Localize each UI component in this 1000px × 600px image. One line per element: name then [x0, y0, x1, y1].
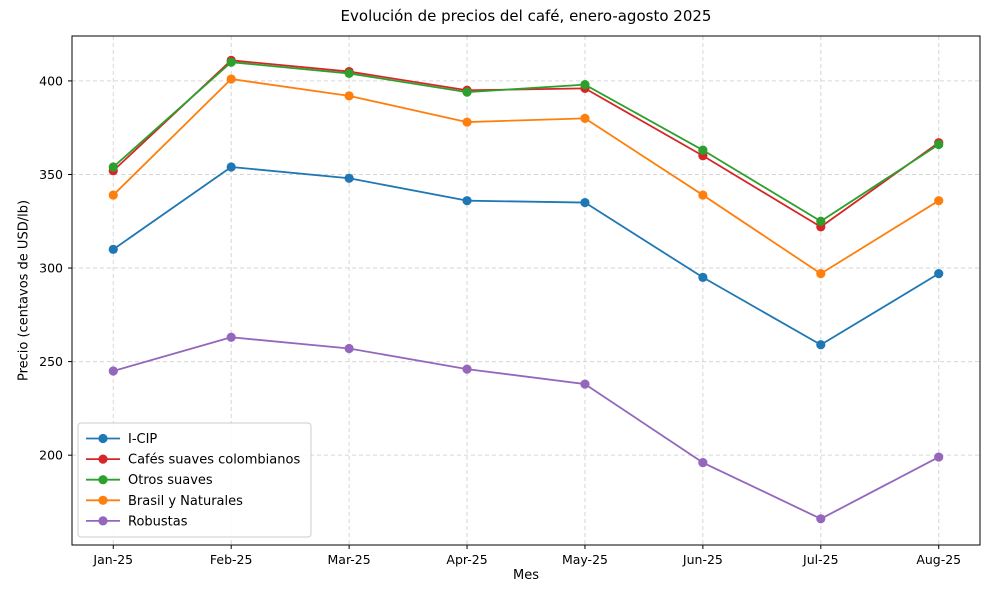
data-point-Brasil y Naturales-Mar-25	[344, 91, 354, 101]
legend-marker-Robustas	[98, 516, 108, 526]
data-point-Robustas-Jan-25	[108, 366, 118, 376]
x-tick-label-Aug-25: Aug-25	[916, 552, 961, 567]
data-point-Otros suaves-Feb-25	[226, 57, 236, 67]
data-point-Otros suaves-Mar-25	[344, 68, 354, 79]
legend-marker-Otros suaves	[98, 475, 108, 485]
data-point-Brasil y Naturales-Aug-25	[934, 196, 944, 206]
series-line-Otros suaves	[112, 61, 940, 223]
data-point-I-CIP-Aug-25	[934, 269, 944, 279]
y-tick-label-200: 200	[39, 448, 63, 463]
x-axis-label: Mes	[513, 568, 539, 583]
data-point-Otros suaves-May-25	[580, 80, 590, 90]
legend-label-Robustas: Robustas	[128, 514, 188, 529]
y-tick-label-250: 250	[39, 354, 63, 369]
data-point-Robustas-Aug-25	[934, 452, 944, 462]
data-point-I-CIP-May-25	[580, 197, 590, 208]
series-line-I-CIP	[112, 166, 940, 346]
data-point-Otros suaves-Jan-25	[108, 162, 118, 172]
data-point-Robustas-Jun-25	[698, 458, 708, 468]
data-point-Otros suaves-Jul-25	[816, 216, 826, 226]
data-point-Otros suaves-Aug-25	[934, 139, 944, 150]
data-point-Brasil y Naturales-Jun-25	[698, 190, 708, 200]
data-point-Robustas-Apr-25	[462, 364, 472, 374]
data-point-Robustas-Mar-25	[344, 343, 354, 354]
data-point-Robustas-Feb-25	[226, 332, 236, 342]
x-tick-label-Mar-25: Mar-25	[328, 552, 371, 567]
data-point-Brasil y Naturales-Jan-25	[108, 190, 118, 200]
data-point-I-CIP-Mar-25	[344, 173, 354, 183]
x-tick-label-Feb-25: Feb-25	[210, 552, 253, 567]
data-point-I-CIP-Jan-25	[108, 244, 118, 254]
plot-frame	[71, 35, 981, 546]
y-tick-label-300: 300	[39, 261, 63, 276]
series-line-Brasil y Naturales	[112, 78, 940, 275]
x-tick-label-Apr-25: Apr-25	[446, 552, 487, 567]
series-line-Robustas	[113, 336, 940, 520]
data-point-Robustas-Jul-25	[816, 514, 826, 524]
data-point-Robustas-May-25	[580, 379, 590, 389]
data-point-Otros suaves-Apr-25	[462, 87, 472, 97]
data-point-Brasil y Naturales-Jul-25	[816, 269, 826, 279]
legend-marker-Cafés suaves colombianos	[98, 454, 108, 464]
data-point-Brasil y Naturales-Feb-25	[226, 74, 236, 84]
legend-label-Otros suaves: Otros suaves	[128, 473, 213, 488]
legend-label-I-CIP: I-CIP	[128, 432, 157, 447]
legend-marker-Brasil y Naturales	[98, 495, 108, 505]
legend-label-Cafés suaves colombianos: Cafés suaves colombianos	[128, 453, 300, 468]
data-point-I-CIP-Feb-25	[226, 162, 236, 172]
y-tick-label-400: 400	[39, 73, 63, 88]
legend-box	[77, 422, 312, 538]
series-line-Cafés suaves colombianos	[112, 59, 940, 228]
x-tick-label-Jul-25: Jul-25	[802, 552, 839, 567]
x-tick-label-Jan-25: Jan-25	[92, 552, 133, 567]
x-tick-label-Jun-25: Jun-25	[682, 552, 723, 567]
data-point-I-CIP-Jul-25	[816, 340, 826, 350]
y-tick-label-350: 350	[39, 167, 63, 182]
data-point-Brasil y Naturales-Apr-25	[462, 117, 472, 127]
data-point-Otros suaves-Jun-25	[698, 145, 708, 155]
data-point-I-CIP-Jun-25	[698, 272, 708, 283]
chart-title: Evolución de precios del café, enero-ago…	[340, 7, 712, 25]
data-point-Brasil y Naturales-May-25	[580, 113, 590, 123]
legend-label-Brasil y Naturales: Brasil y Naturales	[128, 494, 243, 509]
data-point-I-CIP-Apr-25	[462, 196, 472, 206]
legend-marker-I-CIP	[98, 433, 108, 444]
x-tick-label-May-25: May-25	[562, 552, 608, 567]
